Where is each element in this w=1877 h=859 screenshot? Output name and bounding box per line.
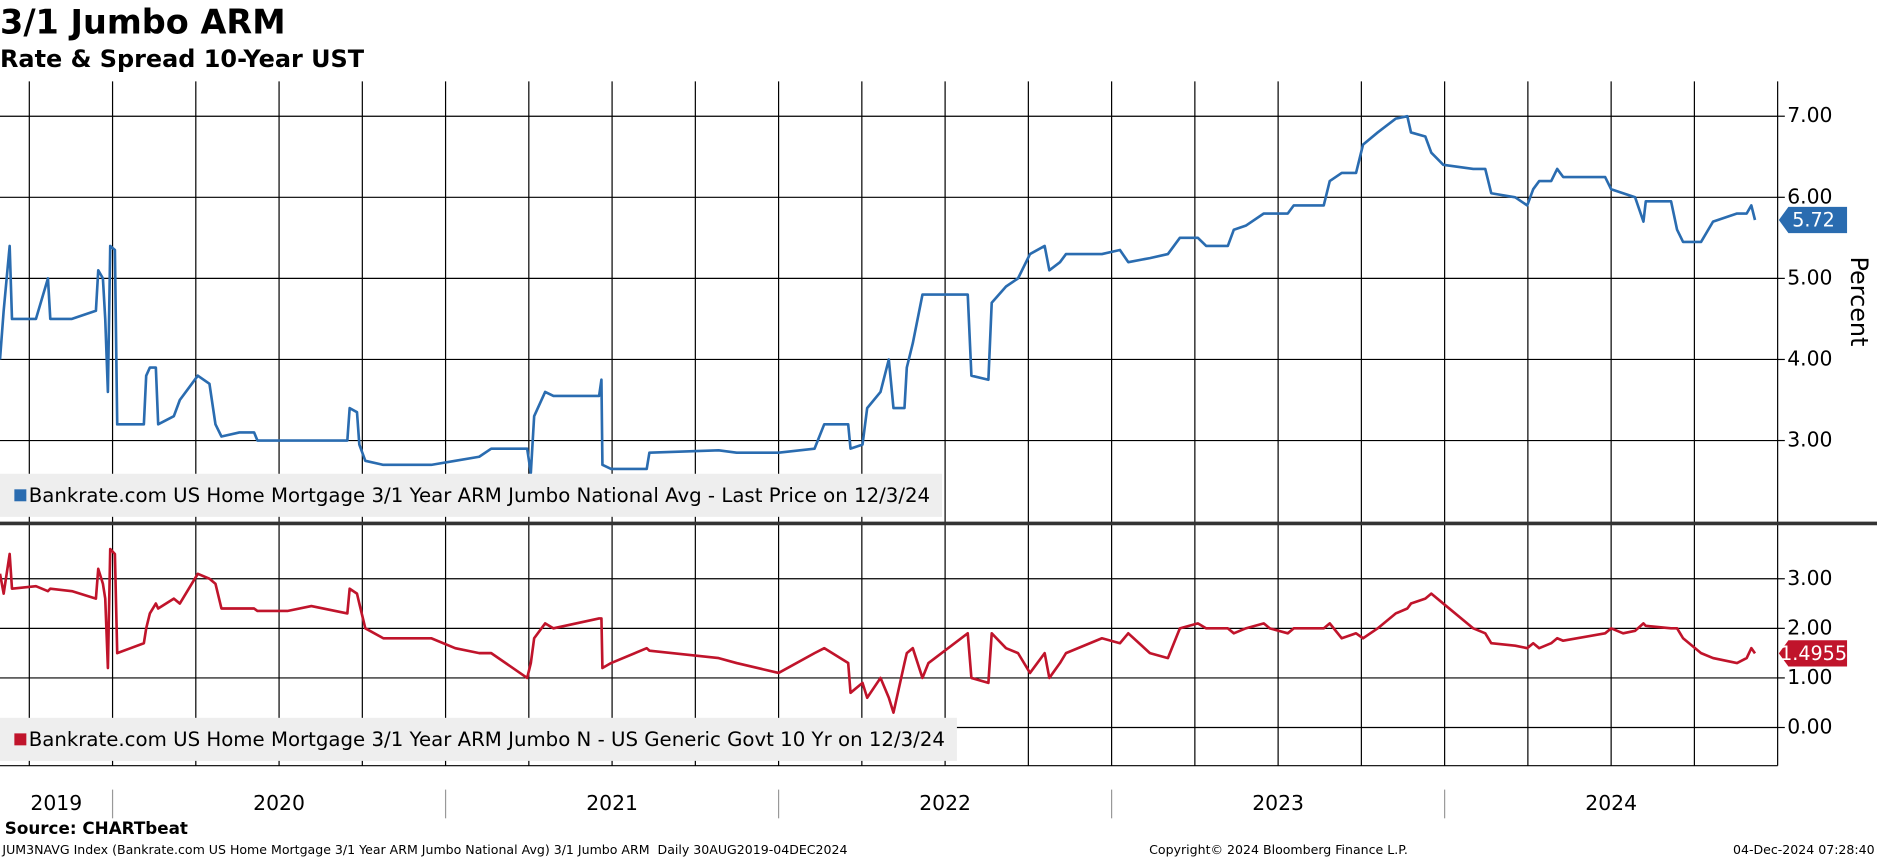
y-axis-label: Percent [1845,256,1873,346]
x-tick-label: 2023 [1252,791,1304,815]
x-tick-label: 2021 [586,791,638,815]
y-tick-label: 2.00 [1787,615,1832,639]
chart-subtitle: Rate & Spread 10-Year UST [0,45,365,73]
series-line [0,114,1757,475]
series-line [0,547,1757,714]
source: Source: CHARTbeat [5,818,188,838]
x-tick-label: 2019 [30,791,82,815]
last-value-label: 1.4955 [1780,642,1847,665]
y-tick-label: 3.00 [1787,428,1832,452]
y-tick-label: 0.00 [1787,715,1832,739]
legend-swatch [14,733,27,746]
footer-center: Copyright© 2024 Bloomberg Finance L.P. [1149,842,1408,857]
y-tick-label: 4.00 [1787,346,1832,370]
last-value-tag [1778,206,1848,234]
y-tick-label: 6.00 [1787,184,1832,208]
x-tick-label: 2024 [1585,791,1637,815]
legend-box [0,717,957,761]
legend-label: Bankrate.com US Home Mortgage 3/1 Year A… [29,728,945,751]
chart-title: 3/1 Jumbo ARM [0,2,286,41]
legend-swatch [14,489,27,502]
y-tick-label: 3.00 [1787,566,1832,590]
last-value-tag [1778,640,1848,667]
y-tick-label: 7.00 [1787,103,1832,127]
y-tick-label: 5.00 [1787,265,1832,289]
footer-right: 04-Dec-2024 07:28:40 [1733,842,1875,857]
x-tick-label: 2022 [919,791,971,815]
last-value-label: 5.72 [1792,209,1835,232]
legend-box [0,473,943,517]
legend-label: Bankrate.com US Home Mortgage 3/1 Year A… [29,484,930,507]
footer-left: JUM3NAVG Index (Bankrate.com US Home Mor… [1,842,847,857]
y-tick-label: 1.00 [1787,665,1832,689]
x-tick-label: 2020 [253,791,305,815]
